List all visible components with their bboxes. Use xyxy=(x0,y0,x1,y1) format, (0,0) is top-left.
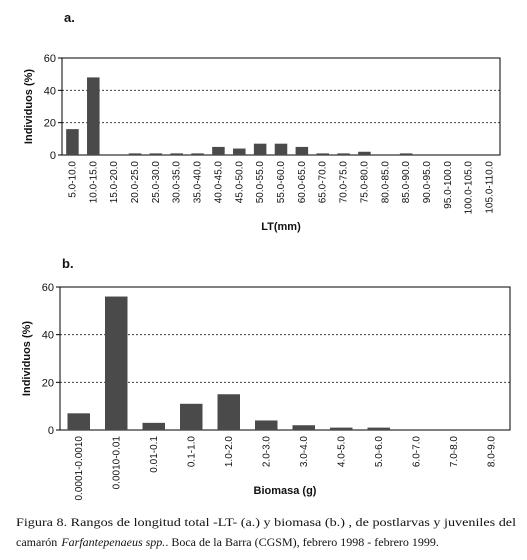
x-tick-label: 90.0-95.0 xyxy=(422,161,433,204)
x-tick-label: 1.0-2.0 xyxy=(224,436,235,468)
bar xyxy=(212,146,225,155)
bar xyxy=(330,427,353,430)
y-tick-label: 40 xyxy=(44,85,56,97)
x-tick-label: 45.0-50.0 xyxy=(234,161,245,204)
x-tick-label: 5.0-6.0 xyxy=(374,436,385,468)
bar xyxy=(358,151,371,155)
bar xyxy=(399,153,413,155)
x-tick-label: 75.0-80.0 xyxy=(359,161,370,204)
bar xyxy=(274,143,288,155)
y-tick-label: 20 xyxy=(42,377,54,389)
bar xyxy=(316,153,329,155)
bar xyxy=(180,403,203,430)
x-tick-label: 0.0010-0.01 xyxy=(111,436,122,490)
x-tick-label: 7.0-8.0 xyxy=(449,436,460,468)
x-axis-label: LT(mm) xyxy=(261,221,301,233)
x-axis-label: Biomasa (g) xyxy=(254,485,317,497)
bar xyxy=(66,129,79,155)
bar xyxy=(142,422,165,430)
caption-line: Figura 8. Rangos de longitud total -LT- … xyxy=(16,515,517,529)
x-tick-label: 55.0-60.0 xyxy=(276,161,287,204)
x-tick-label: 105.0-110.0 xyxy=(485,161,496,214)
x-tick-label: 40.0-45.0 xyxy=(213,161,224,204)
x-tick-label: 85.0-90.0 xyxy=(401,161,412,204)
x-tick-label: 0.1-1.0 xyxy=(186,436,197,468)
bar xyxy=(105,296,128,430)
plot-frame xyxy=(61,57,501,156)
y-axis-label: Individuos (%) xyxy=(23,69,35,145)
x-tick-label: 3.0-4.0 xyxy=(299,436,310,468)
bar xyxy=(87,77,100,155)
panel-label: a. xyxy=(64,10,75,25)
x-tick-label: 5.0-10.0 xyxy=(67,161,78,198)
x-tick-label: 8.0-9.0 xyxy=(486,436,497,468)
y-tick-label: 60 xyxy=(42,282,54,294)
x-tick-label: 10.0-15.0 xyxy=(88,161,99,204)
bar xyxy=(128,153,142,155)
bar xyxy=(253,143,267,155)
bar xyxy=(367,427,390,430)
x-tick-label: 15.0-20.0 xyxy=(109,161,120,204)
caption-text: camarón xyxy=(16,535,57,549)
x-tick-label: 70.0-75.0 xyxy=(339,161,350,204)
x-tick-label: 25.0-30.0 xyxy=(151,161,162,204)
bar xyxy=(233,148,246,155)
x-tick-label: 30.0-35.0 xyxy=(172,161,183,204)
x-tick-label: 20.0-25.0 xyxy=(130,161,141,204)
bar xyxy=(295,146,309,155)
y-tick-label: 20 xyxy=(44,118,56,130)
x-tick-label: 80.0-85.0 xyxy=(380,161,391,204)
x-tick-label: 60.0-65.0 xyxy=(297,161,308,204)
bar xyxy=(217,394,240,430)
x-tick-label: 0.01-0.1 xyxy=(149,436,160,473)
y-axis-label: Individuos (%) xyxy=(21,321,33,397)
y-tick-label: 0 xyxy=(50,150,56,162)
bar xyxy=(255,420,278,430)
caption-line: camarón Farfantepenaeus spp.. Boca de la … xyxy=(16,535,439,549)
x-tick-label: 2.0-3.0 xyxy=(261,436,272,468)
y-tick-label: 60 xyxy=(44,53,56,65)
x-tick-label: 4.0-5.0 xyxy=(336,436,347,468)
bar xyxy=(337,153,350,155)
x-tick-label: 6.0-7.0 xyxy=(411,436,422,468)
plot-frame xyxy=(59,286,511,431)
caption-text: . Boca de la Barra (CGSM), febrero 1998 … xyxy=(165,535,439,549)
caption-species: Farfantepenaeus spp. xyxy=(60,535,165,549)
x-tick-label: 100.0-105.0 xyxy=(464,161,475,215)
x-tick-label: 50.0-55.0 xyxy=(255,161,266,204)
x-tick-label: 65.0-70.0 xyxy=(318,161,329,204)
x-tick-label: 95.0-100.0 xyxy=(443,161,454,209)
x-tick-label: 35.0-40.0 xyxy=(193,161,204,204)
y-tick-label: 0 xyxy=(48,425,54,437)
x-tick-label: 0.0001-0.0010 xyxy=(74,436,85,501)
panel-label: b. xyxy=(62,256,74,271)
bar xyxy=(191,153,204,155)
bar xyxy=(149,153,163,155)
y-tick-label: 40 xyxy=(42,330,54,342)
bar xyxy=(292,425,315,430)
bar xyxy=(67,413,90,430)
bar xyxy=(170,153,183,155)
